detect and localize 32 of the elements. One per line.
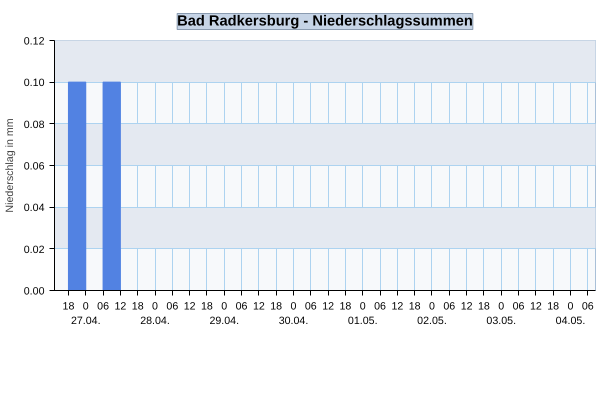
y-tick-label: 0.02: [24, 244, 45, 256]
x-tick-label: 06: [374, 300, 386, 312]
x-tick-label: 12: [114, 300, 126, 312]
x-tick-label: 18: [547, 300, 560, 312]
y-tick-label: 0.00: [24, 286, 45, 298]
y-tick-label: 0.04: [24, 202, 45, 214]
x-tick-label: 18: [201, 300, 213, 312]
x-tick-label: 18: [270, 300, 282, 312]
x-tick-label: 12: [322, 300, 334, 312]
x-tick-label: 12: [252, 300, 265, 312]
chart-title: Bad Radkersburg - Niederschlagssummen: [177, 14, 473, 30]
x-tick-label: 06: [97, 300, 110, 312]
x-tick-label: 18: [132, 300, 144, 312]
x-tick-label: 18: [340, 300, 352, 312]
x-tick-label: 18: [62, 300, 74, 312]
x-tick-label: 06: [236, 300, 248, 312]
x-tick-label: 12: [460, 300, 473, 312]
x-tick-label: 06: [304, 300, 317, 312]
x-tick-label: 12: [530, 300, 542, 312]
y-tick-label: 0.06: [24, 160, 45, 172]
x-tick-label: 06: [512, 300, 525, 312]
x-tick-label: 06: [443, 300, 456, 312]
x-tick-label: 12: [184, 300, 196, 312]
y-tick-label: 0.10: [24, 77, 45, 90]
y-tick-label: 0.12: [24, 36, 45, 48]
y-tick-label: 0.08: [24, 118, 45, 131]
x-tick-label: 06: [166, 300, 178, 312]
x-tick-label: 18: [478, 300, 490, 312]
y-axis-title: Niederschlag in mm: [4, 118, 16, 213]
x-tick-label: 18: [408, 300, 421, 312]
x-tick-label: 12: [391, 300, 404, 312]
x-tick-label: 06: [582, 300, 594, 312]
